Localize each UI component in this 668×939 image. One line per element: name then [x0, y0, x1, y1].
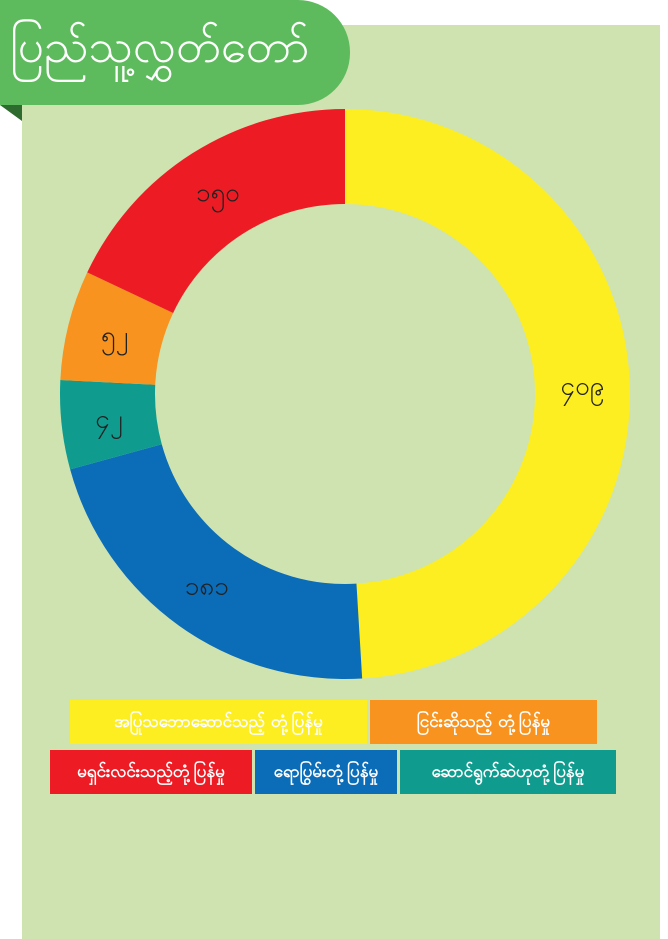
donut-slice — [60, 380, 162, 470]
value-label: ၅၂ — [101, 321, 129, 356]
donut-slice — [345, 109, 631, 679]
donut-slice — [87, 109, 345, 313]
donut-slice — [70, 444, 363, 679]
title-tab — [0, 0, 350, 105]
tab-fold — [0, 105, 22, 121]
legend-entry: အပြုသဘောဆောင်သည့် တုံ့ပြန်မှု — [70, 700, 367, 744]
legend-entry: ရောပြွမ်းတုံ့ပြန်မှု — [255, 750, 397, 794]
value-label: ၄၂ — [95, 404, 123, 439]
value-label: ၁၅၀ — [196, 178, 240, 213]
legend-entry: ငြင်းဆိုသည့် တုံ့ပြန်မှု — [370, 700, 597, 744]
chart-title: ပြည်သူ့လွှတ်တော် — [10, 19, 310, 73]
donut-slice — [60, 272, 174, 385]
value-label: ၄၀၉ — [560, 371, 604, 406]
legend-entry: မရှင်းလင်းသည့်တုံ့ပြန်မှု — [50, 750, 252, 794]
legend-entry: ဆောင်ရွက်ဆဲဟုတုံ့ပြန်မှု — [400, 750, 616, 794]
value-label: ၁၈၁ — [185, 572, 229, 602]
